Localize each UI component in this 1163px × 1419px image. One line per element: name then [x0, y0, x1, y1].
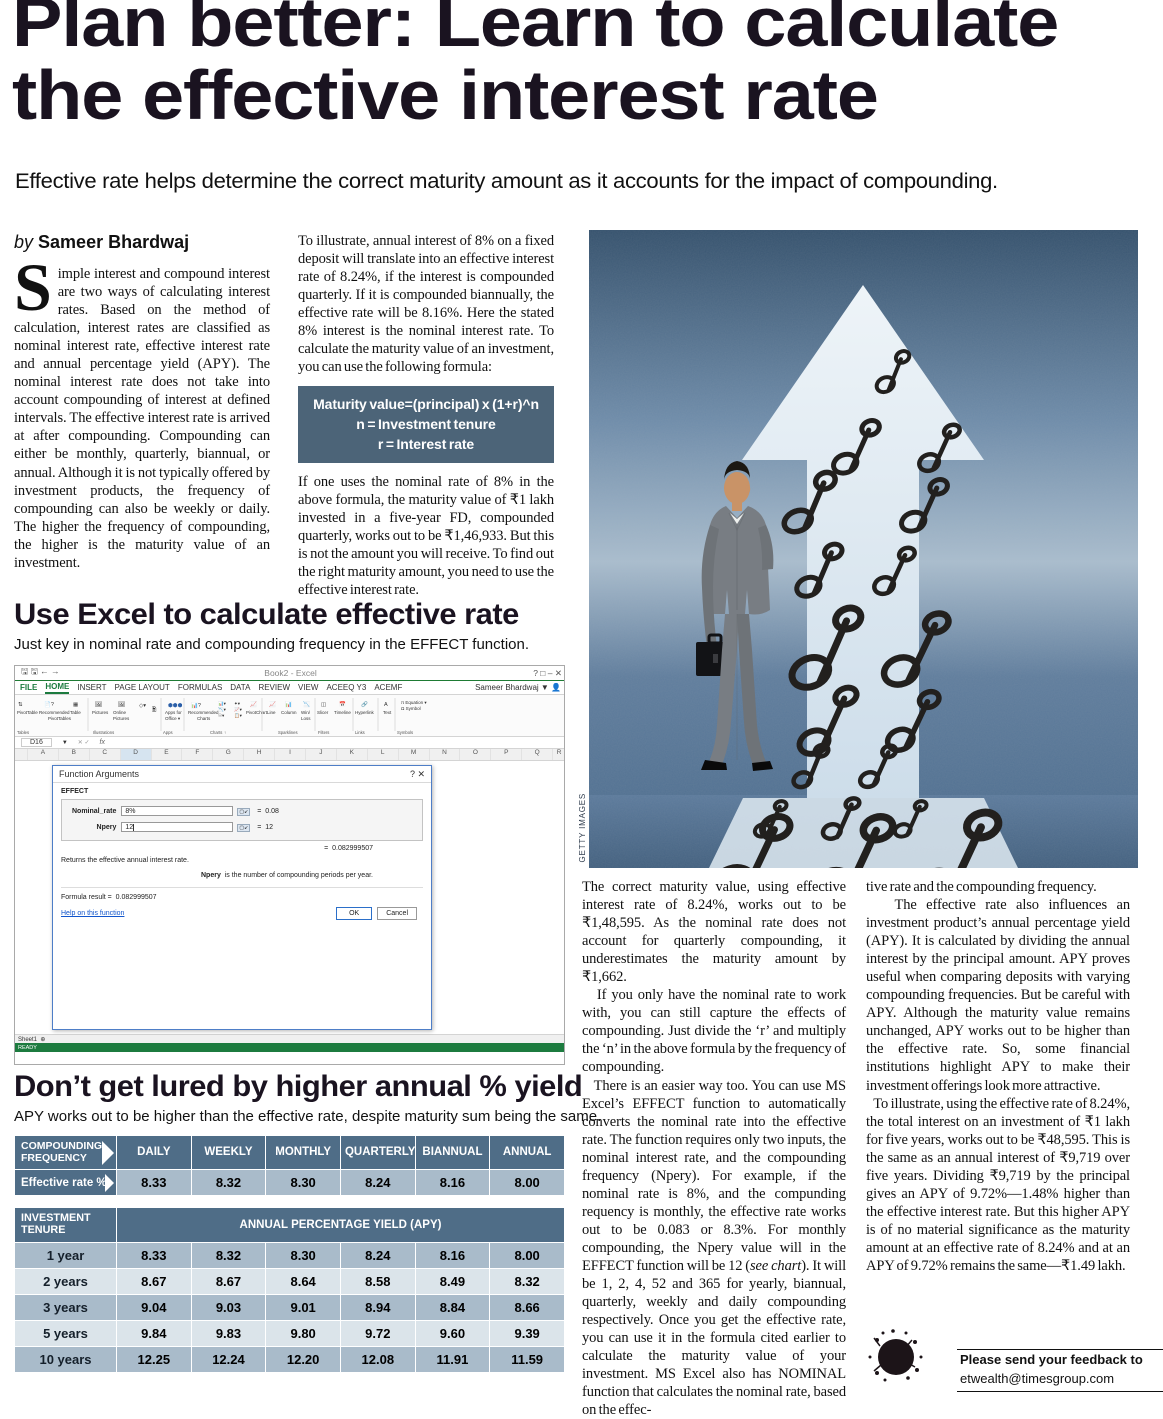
svg-text:📋▾: 📋▾ — [234, 712, 243, 718]
svg-text:🖼: 🖼 — [95, 701, 102, 708]
svg-text:PivotTables: PivotTables — [48, 716, 72, 721]
svg-text:Apps: Apps — [163, 730, 173, 735]
svg-text:Sparklines: Sparklines — [278, 730, 298, 735]
svg-text:↑: ↑ — [224, 730, 226, 735]
svg-text:Symbols: Symbols — [397, 730, 413, 735]
svg-text:PivotTable: PivotTable — [17, 710, 38, 715]
svg-text:Text: Text — [383, 710, 392, 715]
svg-text:📊: 📊 — [285, 701, 292, 708]
svg-text:🖼: 🖼 — [118, 701, 125, 708]
svg-text:📈▾: 📈▾ — [234, 706, 243, 712]
svg-text:Illustrations: Illustrations — [93, 730, 114, 735]
svg-text:Recommended: Recommended — [39, 710, 70, 715]
svg-text:Recommended: Recommended — [188, 710, 219, 715]
svg-text:✦▾: ✦▾ — [234, 701, 241, 706]
svg-text:⬢⬢⬢: ⬢⬢⬢ — [168, 702, 183, 709]
svg-text:☉▾: ☉▾ — [218, 713, 225, 718]
svg-text:📈: 📈 — [269, 701, 276, 708]
svg-text:Ω Symbol: Ω Symbol — [401, 706, 421, 711]
svg-text:PivotChart: PivotChart — [246, 710, 268, 715]
svg-text:Column: Column — [281, 710, 297, 715]
svg-text:📊▾: 📊▾ — [218, 700, 227, 706]
svg-text:▦: ▦ — [73, 702, 79, 708]
svg-text:Win/: Win/ — [301, 710, 311, 715]
svg-text:Pictures: Pictures — [113, 716, 130, 721]
svg-text:Charts: Charts — [210, 730, 222, 735]
svg-text:🖹: 🖹 — [152, 706, 157, 713]
svg-text:Table: Table — [70, 710, 81, 715]
svg-text:Loss: Loss — [301, 716, 311, 721]
svg-text:Online: Online — [113, 710, 127, 715]
svg-text:📄?: 📄? — [44, 701, 54, 708]
svg-text:🔗: 🔗 — [361, 700, 368, 708]
svg-text:📉: 📉 — [303, 701, 310, 708]
svg-text:📊?: 📊? — [191, 702, 201, 709]
svg-text:Tables: Tables — [17, 730, 29, 735]
svg-text:📈: 📈 — [250, 701, 257, 708]
svg-text:Charts: Charts — [197, 716, 211, 721]
svg-text:◇▾: ◇▾ — [139, 703, 146, 709]
svg-text:◫: ◫ — [321, 702, 327, 708]
svg-text:Apps for: Apps for — [165, 710, 182, 715]
svg-text:A: A — [384, 702, 388, 708]
svg-text:📉▾: 📉▾ — [218, 706, 227, 712]
svg-text:📅: 📅 — [339, 701, 346, 708]
svg-text:Pictures: Pictures — [92, 710, 109, 715]
svg-text:π Equation ▾: π Equation ▾ — [401, 700, 427, 705]
svg-text:Links: Links — [355, 730, 365, 735]
svg-text:Hyperlink: Hyperlink — [355, 710, 375, 715]
svg-text:⇅: ⇅ — [18, 702, 23, 708]
svg-text:Line: Line — [267, 710, 276, 715]
svg-text:Timeline: Timeline — [334, 710, 351, 715]
svg-text:Office ▾: Office ▾ — [165, 716, 181, 721]
svg-text:Filters: Filters — [318, 730, 329, 735]
svg-text:Slicer: Slicer — [317, 710, 329, 715]
